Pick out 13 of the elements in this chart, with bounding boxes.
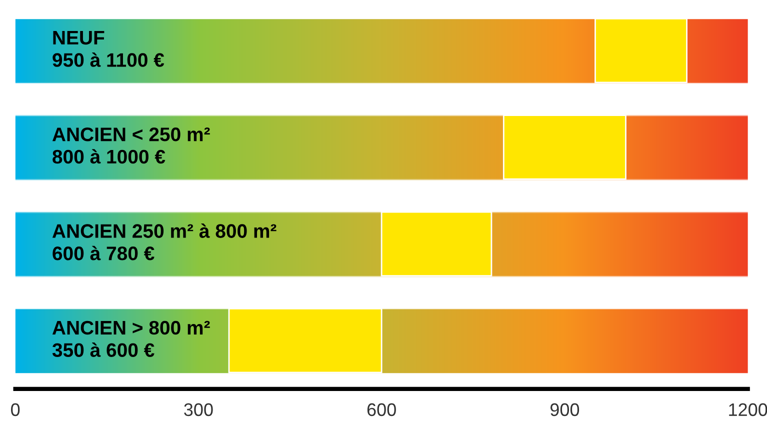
y-tick-label: ANCIEN > 800 m² 350 à 600 €	[52, 320, 210, 358]
x-tick-label: 600	[367, 403, 396, 416]
y-tick-label: ANCIEN < 250 m² 800 à 1000 €	[52, 127, 210, 164]
y-tick-label: ANCIEN 250 m² à 800 m² 600 à 780 €	[52, 223, 276, 260]
x-tick-label: 900	[550, 403, 580, 416]
bar	[502, 114, 626, 180]
y-tick-label: NEUF 950 à 1100 €	[52, 31, 164, 67]
x-tick-label: 1200	[729, 403, 767, 416]
bar	[594, 18, 688, 84]
bar	[228, 308, 382, 374]
x-tick-label: 0	[11, 403, 20, 416]
x-tick-label: 300	[184, 403, 213, 416]
bar	[380, 211, 492, 276]
